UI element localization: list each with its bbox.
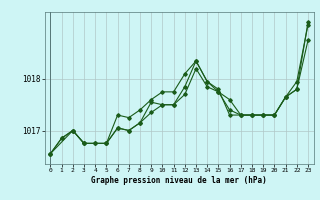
X-axis label: Graphe pression niveau de la mer (hPa): Graphe pression niveau de la mer (hPa) [91,176,267,185]
